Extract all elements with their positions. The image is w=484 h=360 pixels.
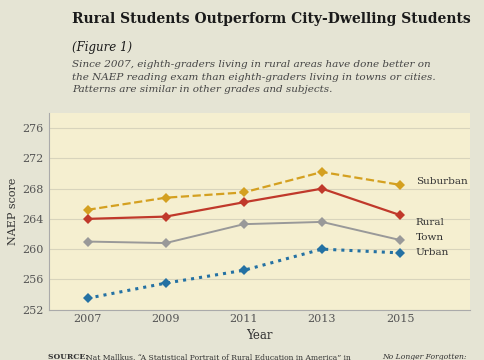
Text: Rural Students Outperform City-Dwelling Students: Rural Students Outperform City-Dwelling … [72,13,469,27]
Text: Since 2007, eighth-graders living in rural areas have done better on
the NAEP re: Since 2007, eighth-graders living in rur… [72,60,435,94]
Text: Nat Mallkus, “A Statistical Portrait of Rural Education in America” in: Nat Mallkus, “A Statistical Portrait of … [86,353,353,360]
Text: Suburban: Suburban [415,176,467,185]
Text: Urban: Urban [415,248,448,257]
X-axis label: Year: Year [246,329,272,342]
Text: No Longer Forgotten:: No Longer Forgotten: [381,353,466,360]
Text: (Figure 1): (Figure 1) [72,41,132,54]
Text: Town: Town [415,233,443,242]
Text: Rural: Rural [415,218,444,227]
Y-axis label: NAEP score: NAEP score [8,177,18,245]
Text: SOURCE:: SOURCE: [48,353,91,360]
